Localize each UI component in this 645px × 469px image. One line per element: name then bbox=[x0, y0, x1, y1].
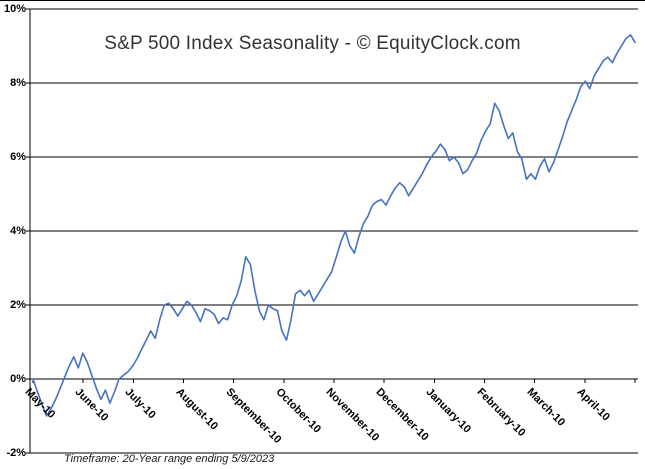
chart-title: S&P 500 Index Seasonality - © EquityCloc… bbox=[104, 33, 521, 54]
seasonality-line bbox=[32, 34, 636, 417]
timeframe-note: Timeframe: 20-Year range ending 5/9/2023 bbox=[64, 453, 275, 465]
y-axis-label: 6% bbox=[10, 151, 26, 163]
y-axis-label: 8% bbox=[10, 77, 26, 89]
y-axis-label: -2% bbox=[6, 447, 26, 459]
y-axis-label: 0% bbox=[10, 373, 26, 385]
y-axis-label: 10% bbox=[3, 3, 26, 15]
y-axis-label: 2% bbox=[10, 299, 26, 311]
y-axis-label: 4% bbox=[10, 225, 26, 237]
